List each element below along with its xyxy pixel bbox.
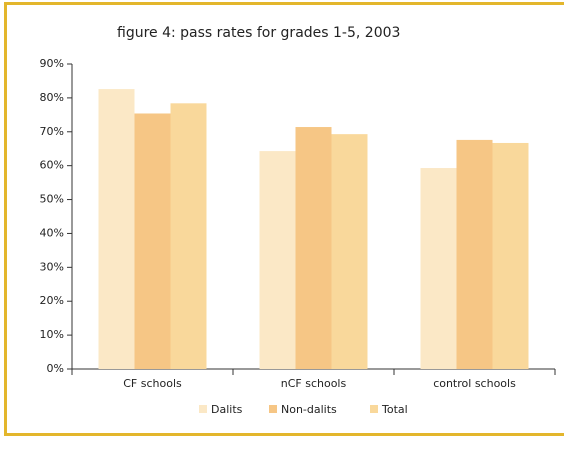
legend-swatch [269,405,277,413]
frame-left [4,2,7,436]
chart-title: figure 4: pass rates for grades 1-5, 200… [117,25,400,41]
y-tick-label: 10% [40,328,64,341]
bar [134,113,171,369]
x-tick-label: nCF schools [281,377,347,390]
y-tick-label: 70% [40,125,64,138]
y-tick-label: 30% [40,260,64,273]
bar [420,168,457,369]
bar [492,142,529,369]
bar [456,139,493,369]
legend-swatch [199,405,207,413]
frame-bottom [4,433,564,436]
y-tick-label: 20% [40,294,64,307]
bar [331,134,368,369]
y-tick-label: 90% [40,57,64,70]
frame-top [4,2,564,5]
y-tick-label: 80% [40,91,64,104]
bar [170,103,207,370]
legend-label: Non-dalits [281,403,337,416]
y-tick-label: 0% [47,362,64,375]
x-tick-label: control schools [433,377,516,390]
legend-label: Dalits [211,403,243,416]
legend-label: Total [381,403,408,416]
bar [259,151,296,369]
y-tick-label: 60% [40,159,64,172]
x-tick-label: CF schools [123,377,182,390]
bar [98,89,135,370]
legend-swatch [370,405,378,413]
y-tick-label: 50% [40,193,64,206]
bar [295,127,332,370]
y-tick-label: 40% [40,226,64,239]
